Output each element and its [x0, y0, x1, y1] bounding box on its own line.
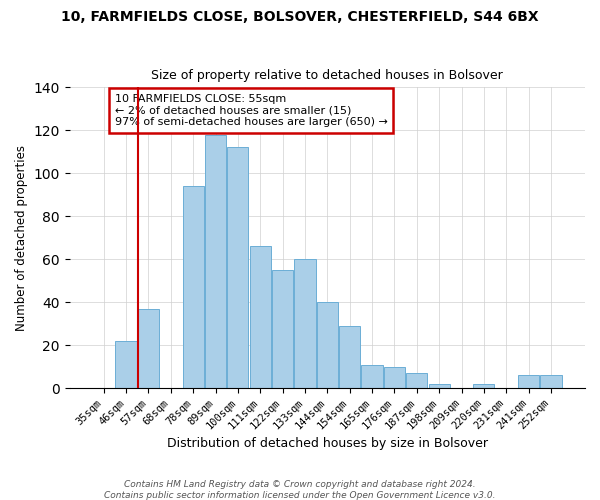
Bar: [115, 341, 137, 388]
Bar: [250, 246, 271, 388]
Bar: [406, 373, 427, 388]
Title: Size of property relative to detached houses in Bolsover: Size of property relative to detached ho…: [151, 69, 503, 82]
Bar: [428, 384, 450, 388]
Bar: [473, 384, 494, 388]
Text: 10, FARMFIELDS CLOSE, BOLSOVER, CHESTERFIELD, S44 6BX: 10, FARMFIELDS CLOSE, BOLSOVER, CHESTERF…: [61, 10, 539, 24]
X-axis label: Distribution of detached houses by size in Bolsover: Distribution of detached houses by size …: [167, 437, 488, 450]
Text: Contains HM Land Registry data © Crown copyright and database right 2024.
Contai: Contains HM Land Registry data © Crown c…: [104, 480, 496, 500]
Bar: [138, 308, 159, 388]
Bar: [317, 302, 338, 388]
Text: 10 FARMFIELDS CLOSE: 55sqm
← 2% of detached houses are smaller (15)
97% of semi-: 10 FARMFIELDS CLOSE: 55sqm ← 2% of detac…: [115, 94, 388, 127]
Bar: [384, 366, 405, 388]
Bar: [182, 186, 204, 388]
Bar: [295, 259, 316, 388]
Bar: [518, 375, 539, 388]
Y-axis label: Number of detached properties: Number of detached properties: [15, 144, 28, 330]
Bar: [227, 148, 248, 388]
Bar: [361, 364, 383, 388]
Bar: [541, 375, 562, 388]
Bar: [272, 270, 293, 388]
Bar: [205, 134, 226, 388]
Bar: [339, 326, 361, 388]
